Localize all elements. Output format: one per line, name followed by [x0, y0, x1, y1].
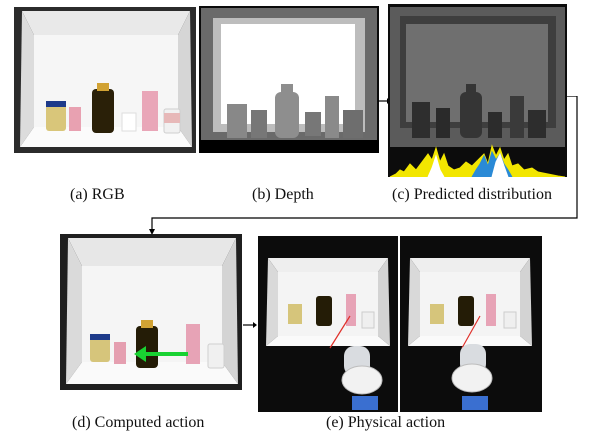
predicted-distribution-panel — [388, 4, 567, 177]
rgb-image-panel — [14, 7, 196, 153]
caption-predicted-distribution: (c) Predicted distribution — [392, 186, 552, 203]
caption-depth: (b) Depth — [252, 186, 314, 203]
caption-physical-action: (e) Physical action — [326, 414, 446, 431]
arrow-prediction-to-computed-action — [149, 96, 578, 235]
caption-rgb: (a) RGB — [70, 186, 125, 203]
physical-action-panel — [258, 236, 542, 412]
arrow-computed-to-physical — [243, 322, 257, 328]
depth-image-panel — [199, 6, 379, 153]
computed-action-panel — [60, 234, 242, 390]
physical-action-before — [266, 258, 390, 410]
physical-action-after — [408, 258, 532, 410]
caption-computed-action: (d) Computed action — [72, 414, 205, 431]
